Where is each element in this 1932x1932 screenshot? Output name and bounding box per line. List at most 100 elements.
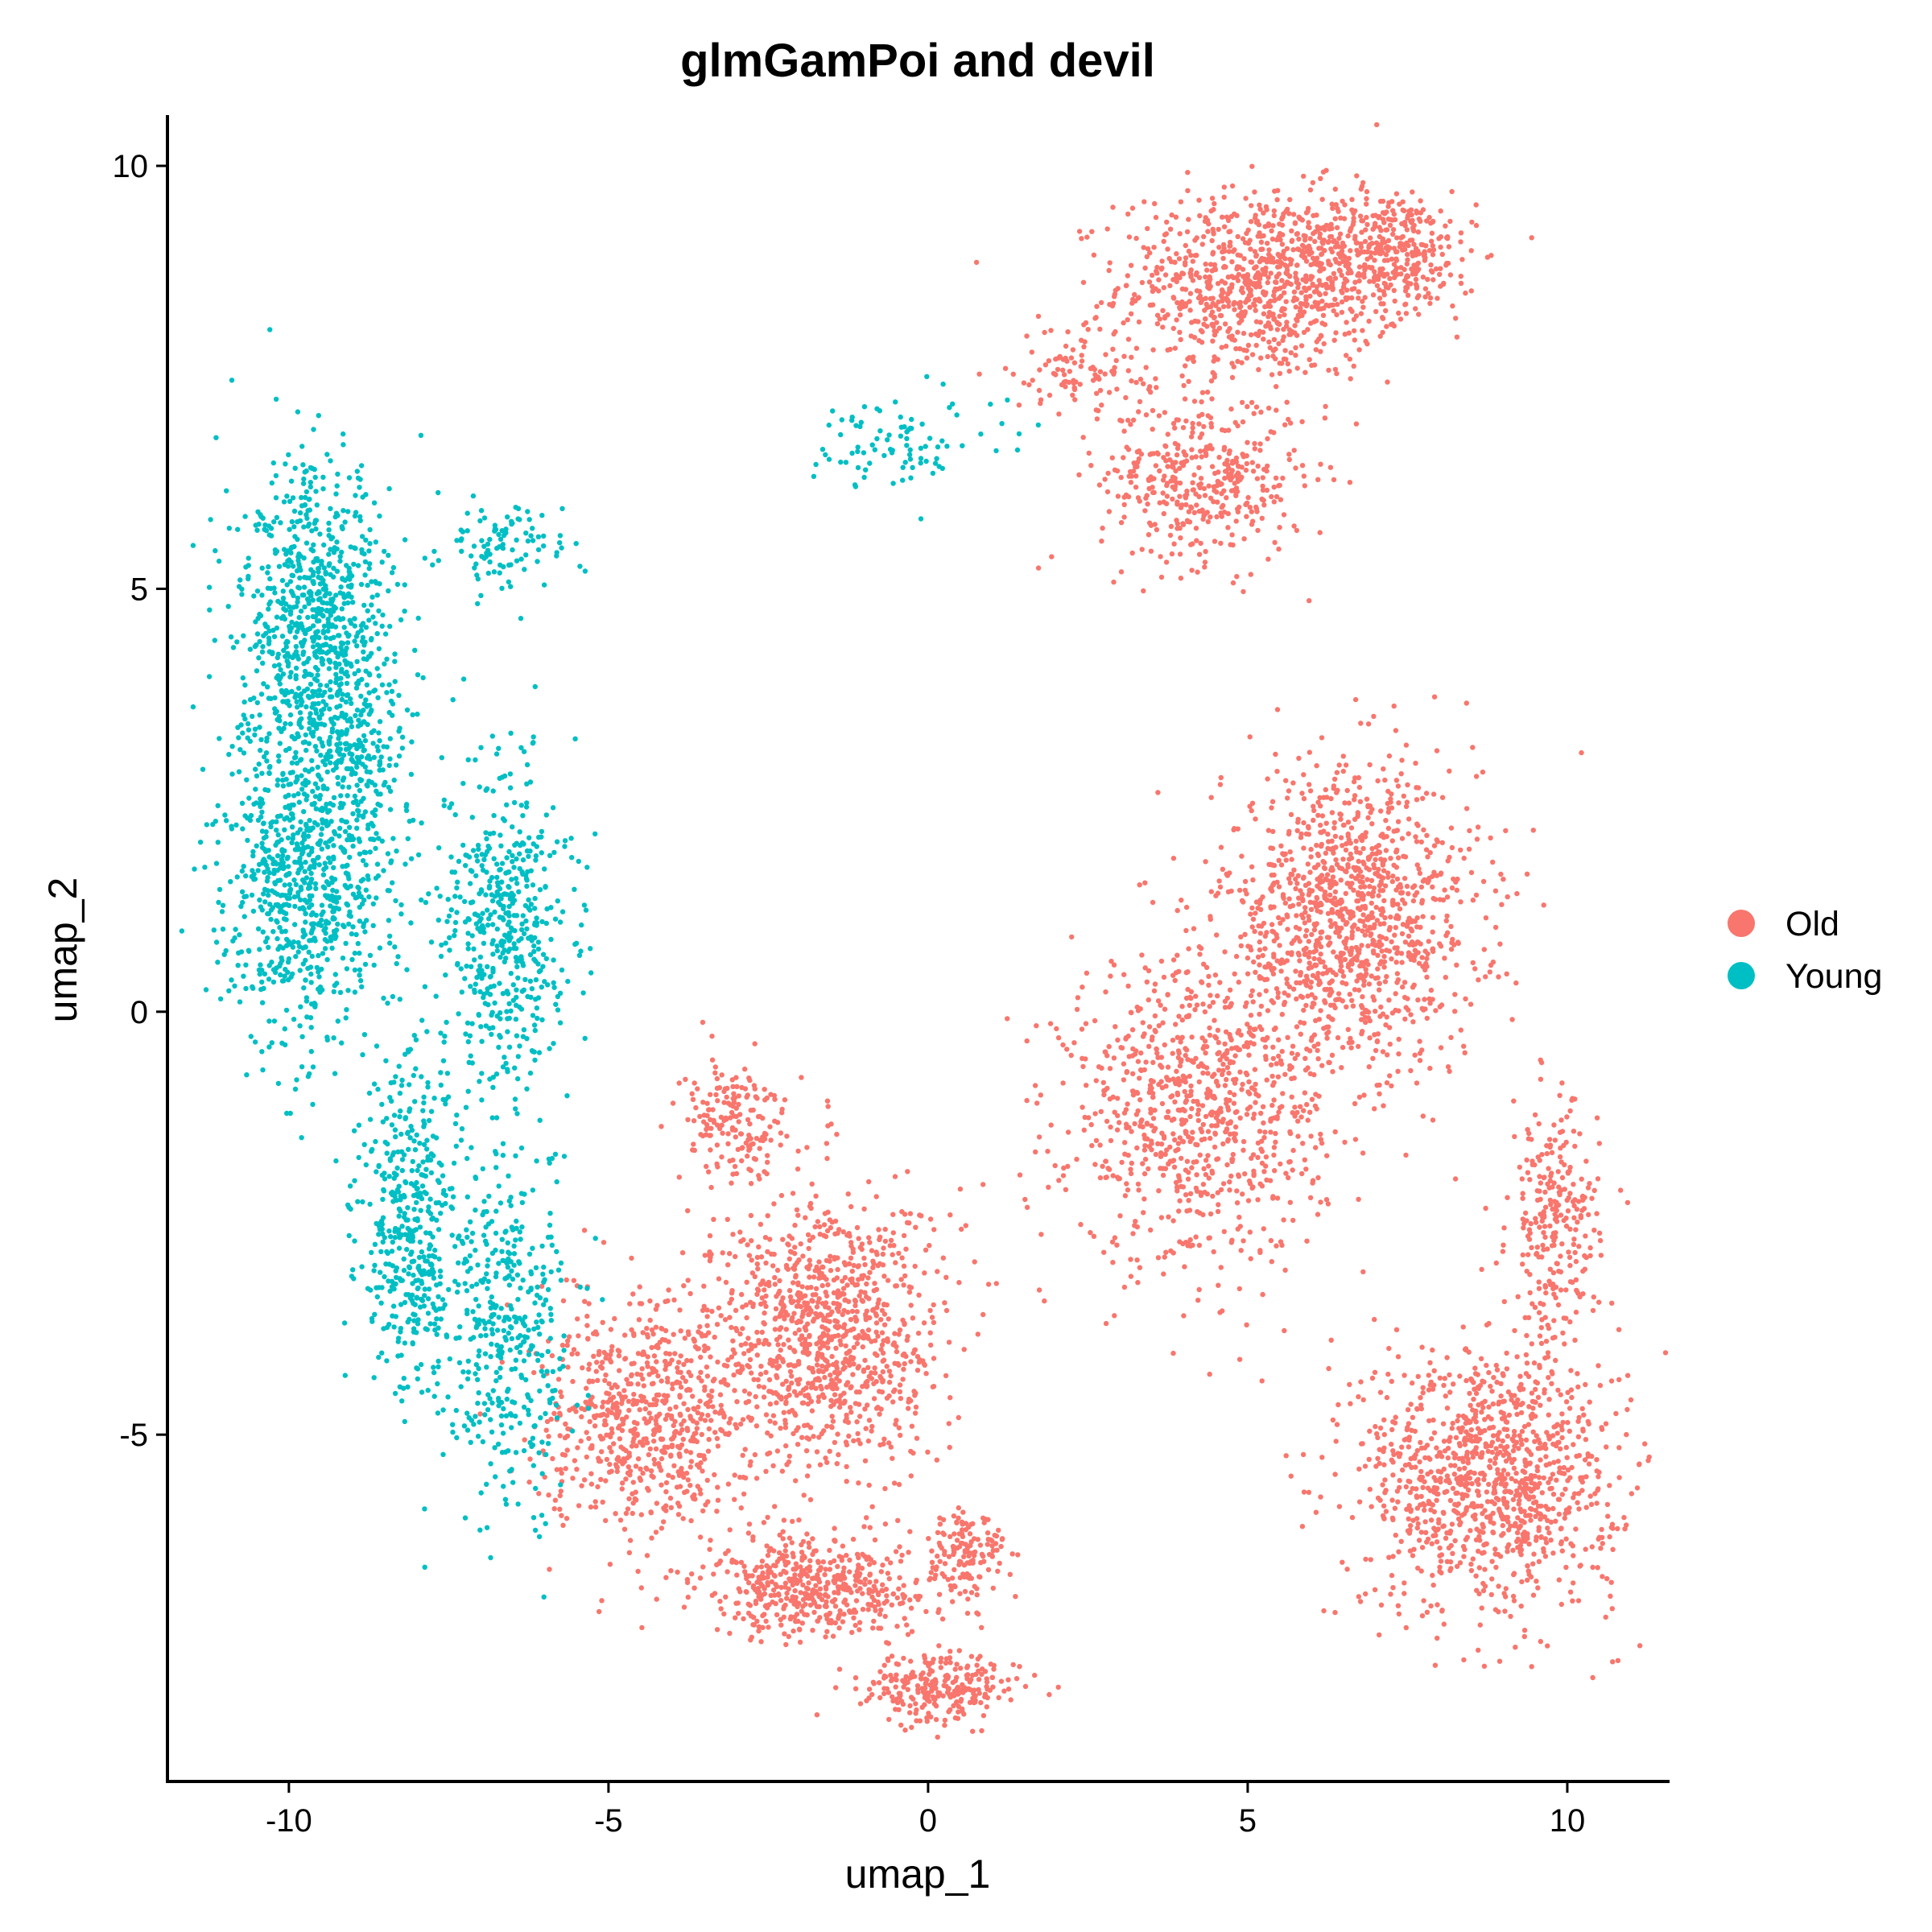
point-old bbox=[1405, 292, 1411, 298]
point-old bbox=[1559, 1241, 1565, 1247]
point-old bbox=[1379, 948, 1385, 954]
point-old bbox=[1530, 1592, 1537, 1598]
point-old bbox=[1269, 1102, 1275, 1108]
point-old bbox=[1092, 1018, 1098, 1024]
point-old bbox=[1232, 1135, 1237, 1141]
point-old bbox=[1154, 450, 1160, 456]
point-old bbox=[1548, 1173, 1554, 1179]
point-old bbox=[1335, 997, 1340, 1002]
chart-title: glmGamPoi and devil bbox=[680, 35, 1155, 87]
point-old bbox=[1352, 279, 1358, 285]
point-old bbox=[1517, 1373, 1523, 1379]
point-old bbox=[1560, 1330, 1566, 1336]
point-old bbox=[1154, 1051, 1160, 1056]
point-old bbox=[1241, 588, 1246, 595]
point-old bbox=[1343, 762, 1349, 768]
point-old bbox=[1163, 1114, 1170, 1121]
point-old bbox=[1158, 266, 1165, 272]
point-old bbox=[1227, 987, 1233, 993]
point-old bbox=[1330, 1069, 1335, 1075]
point-old bbox=[1121, 1077, 1127, 1083]
point-old bbox=[1360, 928, 1365, 934]
point-old bbox=[1549, 1150, 1555, 1156]
point-old bbox=[1172, 484, 1179, 489]
point-old bbox=[1447, 272, 1454, 278]
point-old bbox=[1445, 858, 1451, 864]
point-old bbox=[1186, 378, 1191, 384]
point-old bbox=[1061, 372, 1067, 378]
point-old bbox=[1235, 278, 1241, 283]
point-old bbox=[1335, 1402, 1341, 1408]
point-old bbox=[1173, 1179, 1179, 1186]
point-old bbox=[1270, 971, 1277, 977]
point-old bbox=[1183, 242, 1189, 249]
point-old bbox=[1221, 1228, 1228, 1235]
point-old bbox=[1186, 248, 1192, 254]
point-old bbox=[1233, 953, 1240, 960]
point-old bbox=[1377, 1389, 1384, 1395]
point-old bbox=[1396, 1549, 1402, 1554]
point-old bbox=[1210, 1000, 1216, 1005]
point-old bbox=[1130, 1071, 1136, 1077]
point-old bbox=[1284, 264, 1290, 270]
point-old bbox=[1136, 456, 1142, 462]
point-old bbox=[1562, 1515, 1568, 1521]
point-old bbox=[1468, 1001, 1474, 1007]
point-old bbox=[1324, 1035, 1330, 1041]
point-old bbox=[1514, 1488, 1520, 1494]
point-old bbox=[1259, 496, 1265, 502]
point-old bbox=[1215, 499, 1220, 505]
point-old bbox=[1319, 735, 1325, 741]
point-old bbox=[1302, 933, 1309, 939]
point-old bbox=[1203, 215, 1208, 221]
point-old bbox=[1505, 894, 1510, 900]
point-old bbox=[1289, 1075, 1294, 1082]
point-old bbox=[1608, 1378, 1615, 1384]
point-old bbox=[1199, 411, 1205, 417]
point-old bbox=[1344, 1567, 1350, 1572]
point-old bbox=[1208, 420, 1214, 427]
point-old bbox=[1196, 197, 1202, 203]
point-old bbox=[1271, 316, 1277, 322]
point-old bbox=[1356, 858, 1361, 865]
point-old bbox=[1151, 476, 1157, 481]
point-old bbox=[1575, 1384, 1581, 1390]
point-old bbox=[1323, 167, 1329, 173]
point-old bbox=[1222, 949, 1228, 955]
point-old bbox=[1293, 465, 1298, 471]
point-old bbox=[1117, 1213, 1123, 1219]
point-old bbox=[1094, 303, 1100, 309]
point-old bbox=[1091, 252, 1097, 258]
point-old bbox=[1558, 1146, 1563, 1151]
point-old bbox=[1448, 1542, 1454, 1549]
point-old bbox=[1386, 1554, 1392, 1560]
point-old bbox=[1199, 390, 1206, 395]
point-old bbox=[1439, 1552, 1445, 1558]
point-old bbox=[1572, 1143, 1578, 1150]
point-old bbox=[1145, 501, 1150, 507]
point-old bbox=[1271, 1026, 1278, 1033]
point-old bbox=[1368, 932, 1373, 939]
point-old bbox=[1259, 1026, 1265, 1033]
point-old bbox=[1327, 885, 1333, 890]
point-old bbox=[1104, 1174, 1109, 1180]
point-old bbox=[1236, 979, 1242, 985]
point-old bbox=[1117, 1175, 1123, 1182]
point-old bbox=[1441, 1466, 1447, 1472]
point-old bbox=[1374, 918, 1381, 923]
point-old bbox=[1395, 902, 1401, 907]
point-old bbox=[1148, 1227, 1154, 1233]
point-old bbox=[1250, 877, 1256, 883]
point-old bbox=[1562, 1187, 1567, 1192]
point-old bbox=[1253, 284, 1259, 290]
point-old bbox=[1442, 887, 1447, 893]
point-old bbox=[1137, 1067, 1144, 1073]
point-old bbox=[1158, 554, 1163, 559]
point-old bbox=[1183, 1192, 1189, 1198]
point-old bbox=[1586, 1461, 1592, 1467]
point-old bbox=[1567, 1505, 1572, 1511]
point-old bbox=[1328, 246, 1334, 252]
point-old bbox=[1233, 473, 1240, 478]
point-old bbox=[1187, 1191, 1194, 1197]
point-old bbox=[1155, 1141, 1161, 1147]
